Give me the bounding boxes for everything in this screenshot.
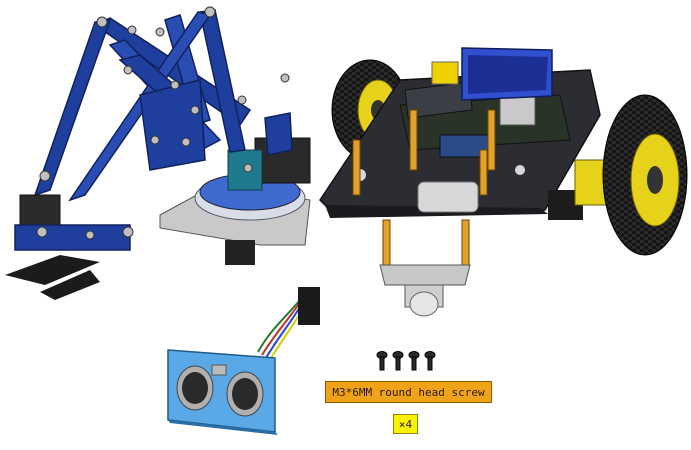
screw-icon — [392, 351, 404, 371]
screw-icon — [376, 351, 388, 371]
screw-icon — [424, 351, 436, 371]
robot-arm — [5, 6, 311, 300]
ultrasonic-sensor — [167, 287, 320, 435]
front-wheel — [602, 94, 688, 256]
screw-quantity-badge: ×4 — [393, 414, 418, 434]
screw-spec-label: M3*6MM round head screw — [325, 381, 492, 403]
screw-icon — [408, 351, 420, 371]
screws — [376, 351, 436, 371]
transducer-right — [226, 371, 264, 417]
transducer-left — [176, 365, 214, 411]
robot-car — [319, 47, 688, 317]
